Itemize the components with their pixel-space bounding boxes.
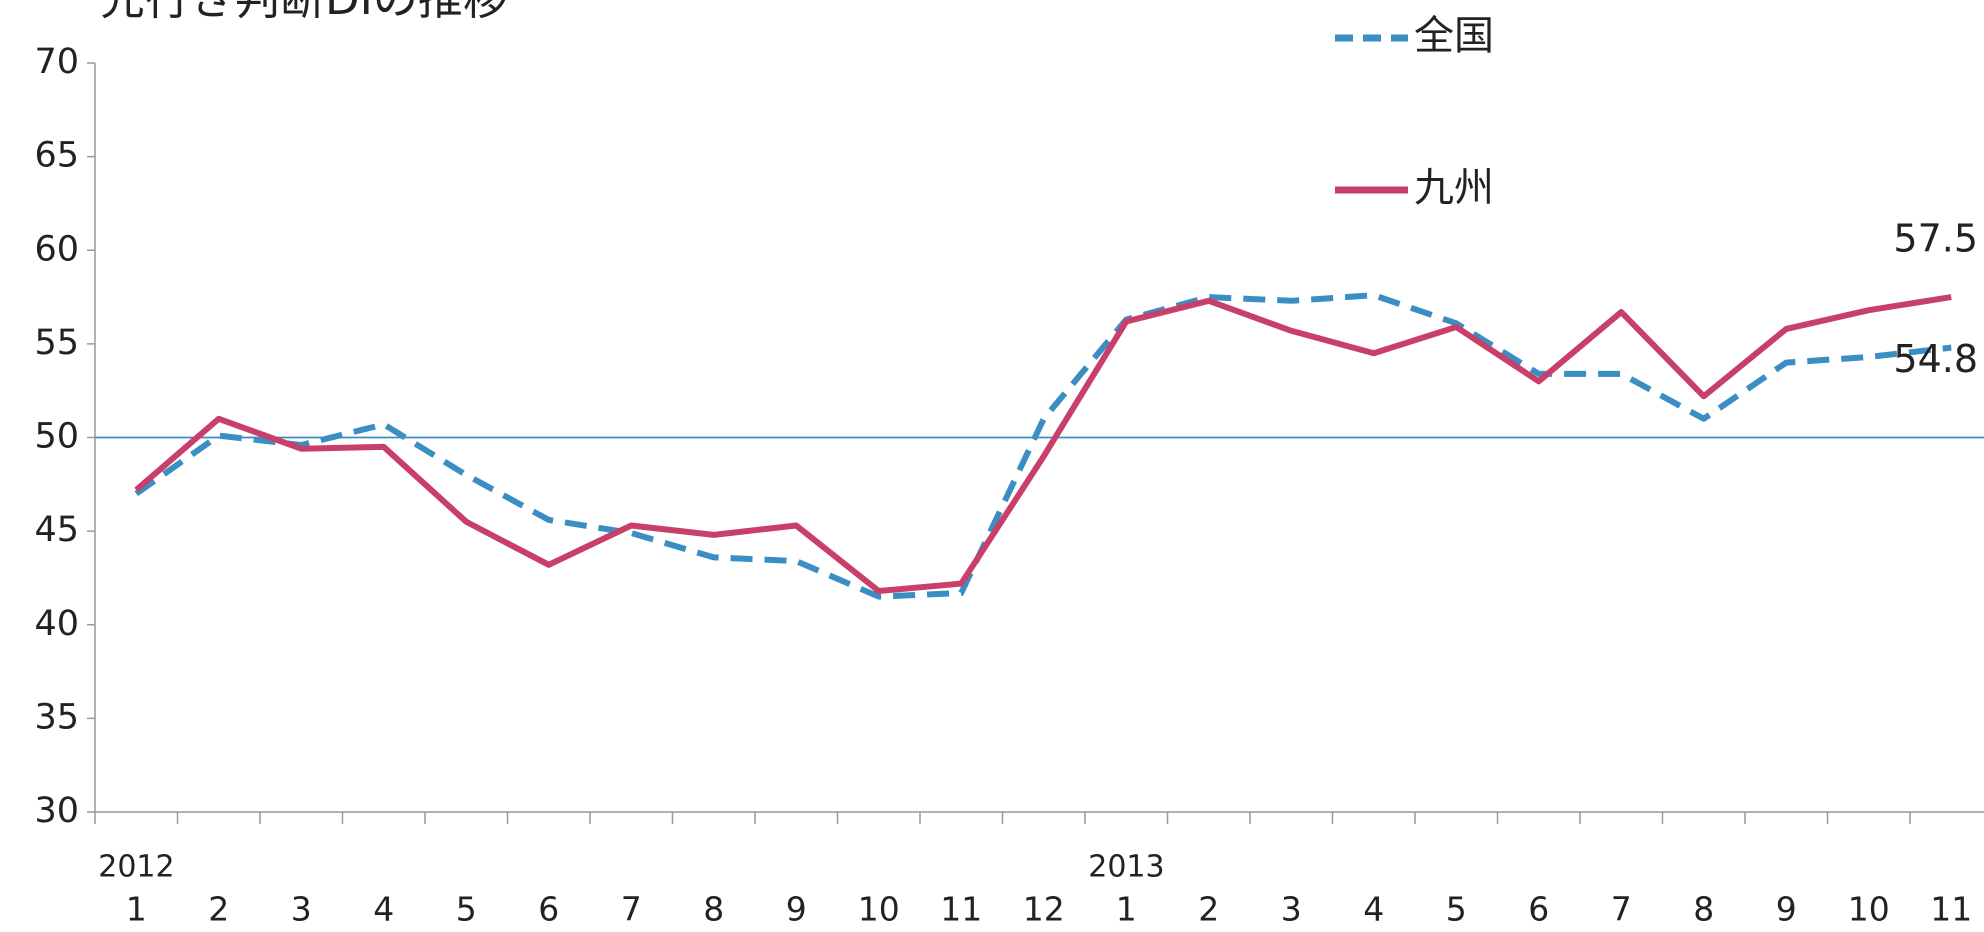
year-label: 2012 [98, 850, 174, 885]
x-tick-label: 11 [1930, 890, 1972, 929]
x-tick-label: 2 [1198, 890, 1219, 929]
x-tick-label: 3 [1281, 890, 1302, 929]
x-tick-label: 1 [126, 890, 147, 929]
x-tick-label: 5 [1446, 890, 1467, 929]
y-tick-label: 70 [34, 42, 79, 82]
x-tick-label: 3 [291, 890, 312, 929]
y-tick-label: 65 [34, 136, 79, 176]
x-tick-label: 9 [786, 890, 807, 929]
x-tick-label: 8 [1693, 890, 1714, 929]
x-tick-label: 11 [940, 890, 982, 929]
y-tick-label: 50 [34, 417, 79, 457]
data-label: 54.8 [1893, 337, 1978, 381]
y-tick-label: 55 [34, 323, 79, 363]
year-label: 2013 [1088, 850, 1164, 885]
legend-label: 九州 [1414, 165, 1494, 211]
legend-label: 全国 [1414, 13, 1494, 59]
x-tick-label: 6 [1528, 890, 1549, 929]
x-tick-label: 7 [1611, 890, 1632, 929]
chart-title: 先行き判断DIの推移 [100, 0, 508, 25]
y-tick-label: 40 [34, 604, 79, 644]
x-tick-label: 10 [858, 890, 900, 929]
x-tick-label: 9 [1776, 890, 1797, 929]
y-tick-label: 30 [34, 791, 79, 831]
data-label: 57.5 [1893, 217, 1978, 261]
series-line [134, 292, 1952, 600]
x-tick-label: 4 [1363, 890, 1384, 929]
x-tick-label: 12 [1023, 890, 1065, 929]
x-tick-label: 4 [373, 890, 394, 929]
x-tick-label: 1 [1116, 890, 1137, 929]
series-line [134, 294, 1952, 595]
x-tick-label: 8 [703, 890, 724, 929]
x-tick-label: 10 [1848, 890, 1890, 929]
x-tick-label: 7 [621, 890, 642, 929]
y-tick-label: 45 [34, 510, 79, 550]
x-tick-label: 6 [538, 890, 559, 929]
x-tick-label: 2 [208, 890, 229, 929]
x-tick-label: 5 [456, 890, 477, 929]
y-tick-label: 60 [34, 229, 79, 269]
y-tick-label: 35 [34, 697, 79, 737]
